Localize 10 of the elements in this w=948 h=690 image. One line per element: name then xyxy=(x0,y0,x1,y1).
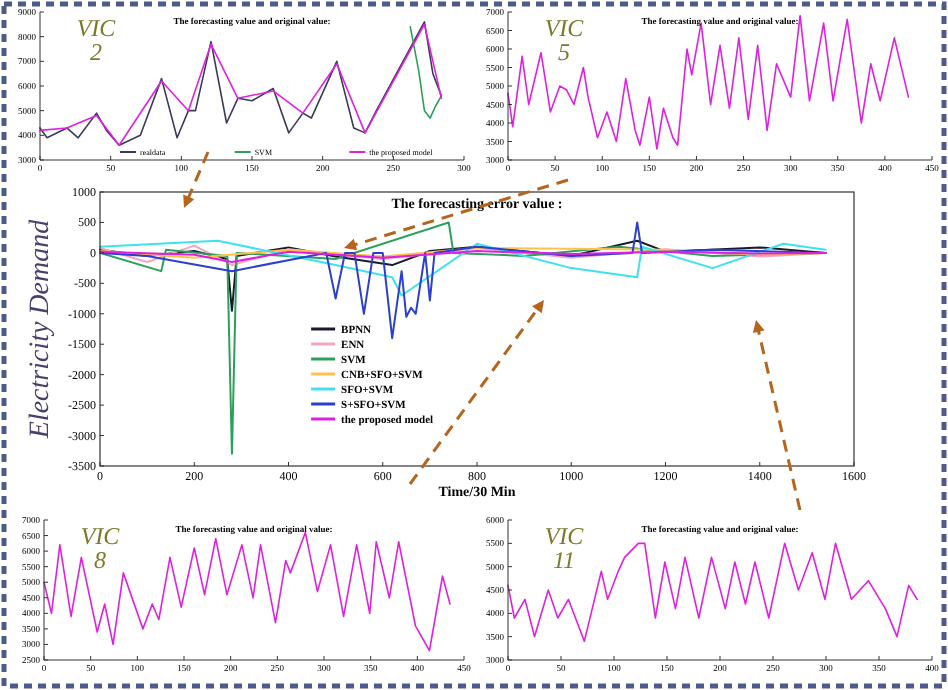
annotation: VIC 11 xyxy=(544,522,586,574)
y-axis-title: Electricity Demand xyxy=(26,217,56,441)
line-series xyxy=(507,542,918,643)
annotation: VIC 8 xyxy=(80,522,122,574)
line-series xyxy=(507,14,910,150)
annotation: VIC 5 xyxy=(544,14,586,66)
annotation: VIC 2 xyxy=(76,14,118,66)
line-series xyxy=(43,531,451,652)
line-series xyxy=(409,26,443,119)
line-series xyxy=(99,239,827,297)
